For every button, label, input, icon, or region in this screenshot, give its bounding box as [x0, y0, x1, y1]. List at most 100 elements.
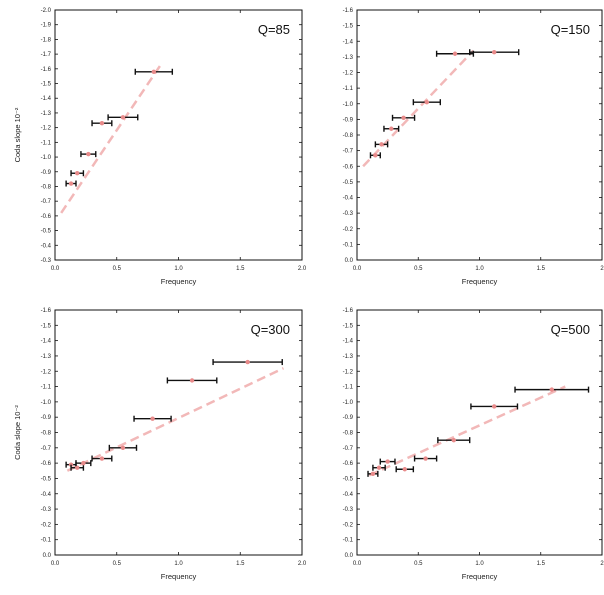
y-tick-label: -0.7 — [41, 199, 52, 205]
x-tick-label: 0.0 — [353, 561, 362, 567]
y-tick-label: -0.8 — [343, 431, 354, 437]
y-tick-label: -0.2 — [41, 522, 52, 528]
model-line — [362, 49, 475, 168]
y-tick-label: -0.3 — [41, 258, 52, 264]
x-tick-label: 0.5 — [414, 266, 423, 272]
y-tick-label: -1.5 — [343, 24, 354, 30]
model-line — [368, 385, 566, 477]
data-point — [389, 126, 394, 131]
x-tick-label: 1.0 — [174, 561, 183, 567]
y-tick-label: -0.1 — [343, 538, 354, 544]
x-tick-label: 1.0 — [475, 561, 484, 567]
y-axis-title: Coda slope 10⁻² — [13, 405, 22, 460]
x-tick-label: 2 — [600, 266, 604, 272]
x-tick-label: 0.0 — [353, 266, 362, 272]
panel-title: Q=300 — [251, 322, 290, 337]
y-tick-label: -1.4 — [41, 339, 52, 345]
data-point — [452, 51, 458, 56]
y-tick-label: -0.1 — [41, 538, 52, 544]
y-tick-label: -1.3 — [343, 354, 354, 360]
panel-title: Q=85 — [258, 22, 290, 37]
y-tick-label: -0.5 — [343, 476, 354, 482]
x-axis-title: Frequency — [462, 572, 498, 581]
y-tick-label: -1.5 — [343, 323, 354, 329]
data-point — [120, 445, 126, 451]
data-point — [189, 378, 195, 383]
chart-panel-3: 0.0 -0.1 -0.2 -0.3 -0.4 -0.5 -0.6 -0.7 -0.8 -0.9 -… — [13, 308, 307, 581]
chart-panel-4: 0.0 -0.1 -0.2 -0.3 -0.4 -0.5 -0.6 -0.7 -0.8 -0.9 -… — [343, 308, 604, 581]
x-tick-label: 1.5 — [236, 266, 245, 272]
data-point — [402, 467, 407, 472]
y-tick-label: -0.5 — [41, 229, 52, 235]
y-tick-label: -0.9 — [343, 117, 354, 123]
data-point — [385, 459, 390, 464]
data-point — [379, 142, 384, 147]
plot-frame — [54, 9, 303, 261]
model-line — [60, 65, 162, 214]
y-tick-label: -0.6 — [343, 461, 354, 467]
y-tick-label: -1.5 — [41, 323, 52, 329]
model-line — [66, 367, 285, 472]
y-tick-label: -1.7 — [41, 52, 52, 58]
y-tick-label: -0.4 — [343, 492, 354, 498]
plot-frame — [356, 309, 603, 556]
y-tick-label: -1.0 — [343, 400, 354, 406]
panel-title: Q=150 — [551, 22, 590, 37]
x-axis-title: Frequency — [161, 572, 197, 581]
y-tick-label: -0.8 — [343, 133, 354, 139]
y-tick-label: -1.6 — [343, 308, 354, 314]
x-tick-label: 1.0 — [475, 266, 484, 272]
x-tick-label: 1.5 — [236, 561, 245, 567]
x-tick-label: 1.0 — [174, 266, 183, 272]
x-tick-label: 0.5 — [113, 561, 122, 567]
data-point — [86, 151, 91, 157]
y-tick-label: -1.4 — [343, 339, 354, 345]
y-tick-label: -1.3 — [41, 111, 52, 117]
y-tick-label: -0.9 — [343, 415, 354, 421]
x-tick-label: 2 — [600, 561, 604, 567]
y-tick-label: 0.0 — [43, 553, 52, 559]
x-tick-label: 0.5 — [113, 266, 122, 272]
y-tick-label: -0.3 — [41, 507, 52, 513]
data-point — [401, 115, 406, 121]
y-tick-label: -0.5 — [343, 180, 354, 186]
y-tick-label: -2.0 — [41, 8, 52, 14]
y-tick-label: 0.0 — [345, 258, 354, 264]
x-tick-label: 1.5 — [537, 266, 546, 272]
data-point — [451, 437, 456, 443]
data-point — [373, 153, 378, 158]
y-tick-label: -1.3 — [41, 354, 52, 360]
y-tick-label: -1.5 — [41, 82, 52, 88]
data-point — [423, 456, 428, 461]
data-point — [492, 49, 497, 55]
y-tick-label: -1.6 — [41, 308, 52, 314]
data-point — [81, 460, 86, 466]
y-tick-label: -0.7 — [343, 446, 354, 452]
x-axis-title: Frequency — [462, 277, 498, 286]
y-tick-label: -1.1 — [343, 86, 354, 92]
y-tick-label: 0.0 — [345, 553, 354, 559]
data-point — [99, 121, 105, 126]
y-tick-label: -0.5 — [41, 476, 52, 482]
y-tick-label: -0.6 — [343, 164, 354, 170]
y-tick-label: -0.6 — [41, 461, 52, 467]
data-point — [492, 404, 497, 409]
y-tick-label: -1.1 — [41, 140, 52, 146]
y-tick-label: -0.4 — [41, 243, 52, 249]
data-point — [376, 465, 382, 470]
y-tick-label: -0.7 — [41, 446, 52, 452]
y-tick-label: -1.2 — [41, 369, 52, 375]
y-axis-title: Coda slope 10⁻² — [13, 107, 22, 162]
data-point — [150, 416, 155, 421]
data-point — [68, 462, 74, 467]
x-tick-label: 0.0 — [51, 266, 60, 272]
y-tick-label: -1.3 — [343, 55, 354, 61]
plot-frame — [54, 309, 303, 556]
chart-panel-1: -0.3 -0.4 -0.5 -0.6 -0.7 -0.8 -0.9 -1.0 -1.1 -1.2… — [13, 8, 307, 286]
y-tick-label: -1.1 — [41, 385, 52, 391]
data-point — [120, 115, 126, 120]
y-tick-label: -0.3 — [343, 507, 354, 513]
x-axis-title: Frequency — [161, 277, 197, 286]
